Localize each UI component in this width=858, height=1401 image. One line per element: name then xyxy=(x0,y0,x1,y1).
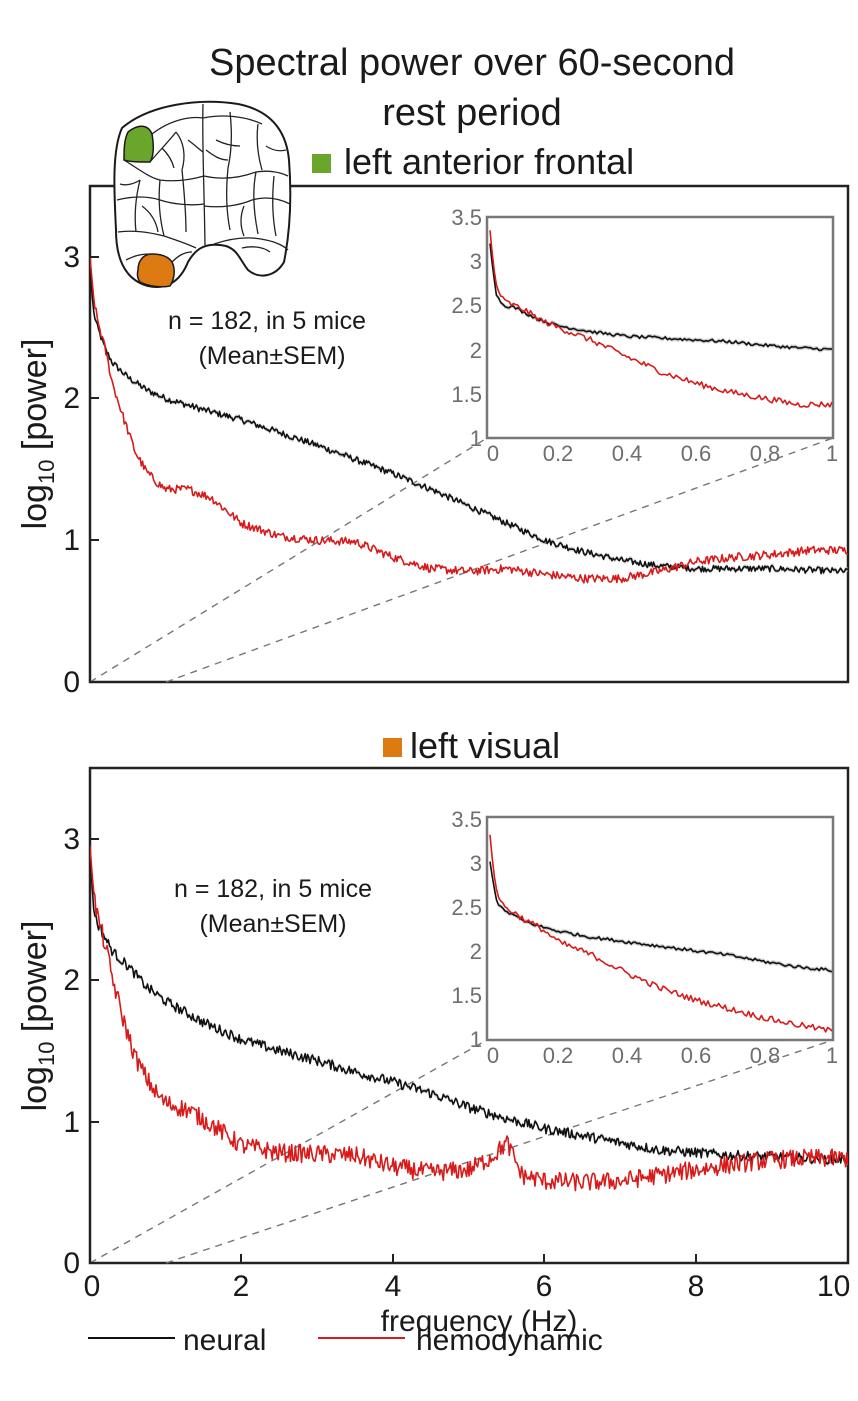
brain-outline xyxy=(113,100,292,288)
panel2-zoom-guide-right xyxy=(165,1039,834,1264)
panel1-inset-ytick-1.5: 1.5 xyxy=(451,382,482,407)
panel1-annotation-n: n = 182, in 5 mice xyxy=(168,307,366,335)
panel1-inset-xtick-0.8: 0.8 xyxy=(750,441,781,466)
panel1-ytick-2: 2 xyxy=(63,382,80,415)
panel1-inset-ytick-1: 1 xyxy=(470,426,482,451)
panel2-hemodynamic-line xyxy=(90,845,848,1192)
panel2-ytick-1: 1 xyxy=(63,1106,80,1139)
panel1-inset-ytick-3.5: 3.5 xyxy=(451,205,482,230)
panel-left-anterior-frontal: 0 1 2 3 log10 [power] n = 182, in 5 mice… xyxy=(16,184,850,699)
panel-left-visual: 0 1 2 3 0 2 4 6 8 10 log10 [power] n = 1… xyxy=(16,766,850,1303)
panel2-inset-xtick-0.2: 0.2 xyxy=(543,1043,574,1068)
figure-title-line1: Spectral power over 60-second xyxy=(209,42,735,84)
panel1-y-ticks: 0 1 2 3 xyxy=(63,241,99,699)
panel1-annotation-stat: (Mean±SEM) xyxy=(198,342,345,370)
panel1-inset-ytick-2.5: 2.5 xyxy=(451,293,482,318)
panel1-ytick-1: 1 xyxy=(63,524,80,557)
panel1-inset-xtick-0.6: 0.6 xyxy=(681,441,712,466)
panel2-inset-hemodynamic-line xyxy=(489,834,833,1033)
panel2-annotation-n: n = 182, in 5 mice xyxy=(174,875,372,903)
panel1-zoom-guide-right xyxy=(165,437,834,683)
panel2-xtick-10: 10 xyxy=(817,1270,850,1303)
panel1-neural-line xyxy=(90,268,848,575)
panel2-xtick-0: 0 xyxy=(84,1270,101,1303)
figure-title-line2: rest period xyxy=(382,92,562,134)
panel1-y-axis-label: log10 [power] xyxy=(16,339,59,530)
panel2-inset-ytick-2.5: 2.5 xyxy=(451,895,482,920)
legend-neural-label: neural xyxy=(183,1324,266,1357)
x-axis-label: frequency (Hz) xyxy=(381,1305,578,1338)
panel2-inset-ytick-1.5: 1.5 xyxy=(451,983,482,1008)
panel2-inset-frame xyxy=(485,815,835,1042)
panel2-neural-line xyxy=(90,852,848,1165)
panel2-y-axis-label: log10 [power] xyxy=(16,921,59,1112)
panel2-inset-ytick-2: 2 xyxy=(470,939,482,964)
panel1-axes-frame xyxy=(88,184,850,684)
panel1-inset-ytick-3: 3 xyxy=(470,249,482,274)
panel2-xtick-8: 8 xyxy=(688,1270,705,1303)
panel2-xtick-6: 6 xyxy=(536,1270,553,1303)
legend: neural hemodynamic xyxy=(88,1324,603,1357)
panel2-ytick-3: 3 xyxy=(63,823,80,856)
panel2-inset-xtick-0.6: 0.6 xyxy=(681,1043,712,1068)
panel1-ytick-3: 3 xyxy=(63,241,80,274)
panel2-inset-xtick-0.8: 0.8 xyxy=(750,1043,781,1068)
panel2-ytick-2: 2 xyxy=(63,964,80,997)
panel2-axes-frame xyxy=(88,766,850,1265)
panel1-inset-hemodynamic-line xyxy=(489,230,833,408)
panel1-inset-frame xyxy=(485,215,835,440)
panel1-inset-xtick-0.2: 0.2 xyxy=(543,441,574,466)
panel2-y-ticks: 0 1 2 3 xyxy=(63,823,99,1280)
panel2-title: left visual xyxy=(410,725,560,766)
panel1-inset-xtick-0.4: 0.4 xyxy=(612,441,643,466)
panel2-annotation-stat: (Mean±SEM) xyxy=(199,910,346,938)
frontal-color-marker xyxy=(312,154,331,173)
brain-region-borders xyxy=(116,103,291,263)
brain-region-left-anterior-frontal xyxy=(123,125,155,163)
panel2-inset-neural-line xyxy=(489,861,833,973)
legend-hemodynamic-label: hemodynamic xyxy=(416,1324,603,1357)
panel2-xtick-2: 2 xyxy=(233,1270,250,1303)
panel1-inset-xtick-0: 0 xyxy=(487,441,499,466)
visual-color-marker xyxy=(383,738,402,757)
panel1-ytick-0: 0 xyxy=(63,666,80,699)
panel2-inset-ytick-3.5: 3.5 xyxy=(451,807,482,832)
panel2-x-ticks: 0 2 4 6 8 10 xyxy=(84,1254,850,1303)
panel1-hemodynamic-line xyxy=(90,256,848,584)
panel2-inset-xtick-0: 0 xyxy=(487,1043,499,1068)
panel1-inset-ytick-2: 2 xyxy=(470,338,482,363)
panel1-title: left anterior frontal xyxy=(344,141,634,182)
panel2-inset-ytick-1: 1 xyxy=(470,1027,482,1052)
panel2-inset-xtick-0.4: 0.4 xyxy=(612,1043,643,1068)
brain-parcellation-map xyxy=(113,100,292,288)
panel2-inset: 1 1.5 2 2.5 3 3.5 0 0.2 0.4 0.6 0.8 1 xyxy=(451,807,838,1068)
panel1-inset-xtick-1: 1 xyxy=(826,441,838,466)
brain-region-left-visual xyxy=(136,253,175,288)
panel1-inset: 1 1.5 2 2.5 3 3.5 0 0.2 0.4 0.6 0.8 1 xyxy=(451,205,838,466)
panel2-inset-ytick-3: 3 xyxy=(470,851,482,876)
panel2-ytick-0: 0 xyxy=(63,1247,80,1280)
panel2-xtick-4: 4 xyxy=(385,1270,402,1303)
panel2-inset-xtick-1: 1 xyxy=(826,1043,838,1068)
